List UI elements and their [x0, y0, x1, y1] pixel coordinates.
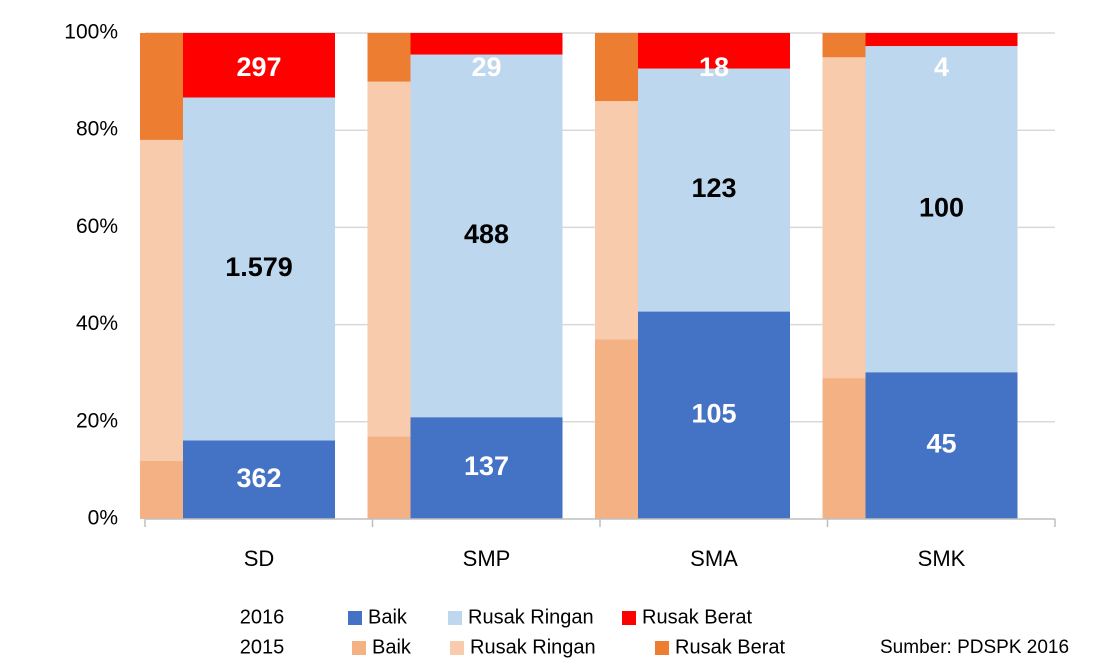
legend-label: Rusak Berat — [642, 606, 752, 628]
legend-label: Rusak Berat — [675, 636, 785, 658]
bar-segment — [367, 81, 411, 437]
data-label: 123 — [691, 173, 736, 203]
bar-segment — [638, 311, 790, 519]
data-label: 4 — [934, 52, 949, 82]
y-tick-label: 20% — [76, 409, 118, 432]
bar-segment — [140, 460, 183, 519]
data-label: 18 — [699, 52, 729, 82]
bar-segment — [822, 378, 866, 519]
legend-swatch — [655, 641, 669, 655]
legend-swatch — [622, 611, 636, 625]
legend-label: Baik — [368, 606, 408, 628]
bar-segment — [410, 54, 563, 418]
bar-segment — [865, 33, 1018, 47]
legend-swatch — [348, 611, 362, 625]
legend-label: Rusak Ringan — [468, 606, 594, 628]
data-label: 100 — [919, 192, 964, 222]
data-label: 45 — [926, 429, 956, 459]
x-tick-label: SMA — [690, 546, 738, 571]
legend-group-label: 2015 — [240, 636, 285, 658]
bar-segment — [638, 33, 790, 69]
data-label: 297 — [236, 52, 281, 82]
legend-swatch — [352, 641, 366, 655]
legend-swatch — [448, 611, 462, 625]
legend-label: Baik — [372, 636, 412, 658]
bar-segment — [865, 46, 1018, 373]
data-label: 488 — [464, 219, 509, 249]
data-label: 105 — [691, 398, 736, 428]
bar-segment — [140, 33, 183, 140]
x-tick-label: SMK — [918, 546, 966, 571]
data-label: 1.579 — [225, 252, 293, 282]
source-note: Sumber: PDSPK 2016 — [880, 637, 1069, 658]
bar-segment — [183, 97, 335, 441]
data-label: 362 — [236, 463, 281, 493]
bar-segment — [595, 33, 638, 102]
y-tick-label: 0% — [88, 507, 118, 530]
legend-group-label: 2016 — [240, 606, 285, 628]
bar-segment — [595, 339, 638, 519]
y-tick-label: 80% — [76, 118, 118, 141]
bar-segment — [638, 68, 790, 312]
x-tick-label: SMP — [463, 546, 511, 571]
y-tick-label: 40% — [76, 312, 118, 335]
x-tick-label: SD — [244, 546, 275, 571]
y-tick-label: 100% — [64, 21, 118, 44]
bar-segment — [140, 139, 183, 461]
bar-segment — [410, 33, 563, 55]
data-label: 29 — [471, 52, 501, 82]
bar-segment — [410, 417, 563, 519]
legend-swatch — [450, 641, 464, 655]
bar-segment — [822, 57, 866, 379]
bar-segment — [367, 436, 411, 519]
bar-segment — [183, 33, 335, 98]
bar-segment — [595, 101, 638, 340]
data-label: 137 — [464, 451, 509, 481]
bar-segment — [822, 33, 866, 58]
bar-segment — [367, 33, 411, 82]
bar-segment — [183, 440, 335, 519]
bar-segment — [865, 372, 1018, 519]
y-tick-label: 60% — [76, 215, 118, 238]
legend-label: Rusak Ringan — [470, 636, 596, 658]
